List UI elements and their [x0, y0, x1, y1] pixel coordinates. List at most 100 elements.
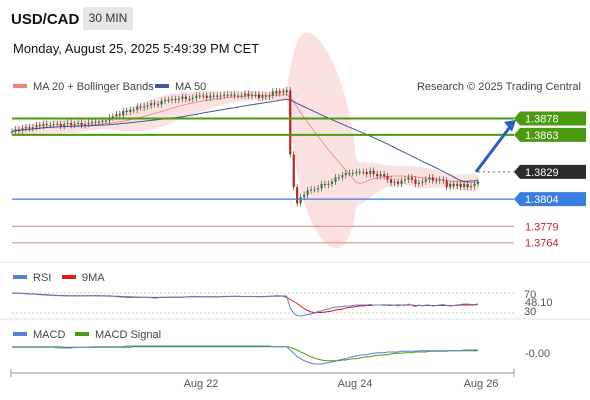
price-levels: 1.3878 1.3863 1.3829 1.3804 1.3779 1.3764 [12, 111, 586, 250]
candle-body [320, 183, 323, 189]
candle-body [421, 181, 424, 183]
candle-body [473, 183, 476, 187]
chart-header: USD/CAD 30 MIN Monday, August 25, 2025 5… [0, 0, 590, 66]
candle-body [282, 91, 285, 93]
candle-body [365, 171, 368, 175]
candle-body [244, 93, 247, 96]
candle-body [449, 183, 452, 188]
candle-body [136, 106, 139, 110]
candle-body [435, 180, 438, 182]
legend-label-macd-signal: MACD Signal [95, 329, 161, 341]
candle-body [431, 177, 434, 181]
candle-body [264, 95, 267, 97]
candle-body [115, 114, 118, 117]
candle-body [143, 106, 146, 108]
forecast-arrow [474, 125, 512, 173]
candle-body [393, 181, 396, 183]
candle-body [122, 110, 125, 116]
candle-body [94, 121, 97, 123]
candle-body [285, 90, 288, 93]
candle-body [452, 183, 455, 187]
candle-body [191, 97, 194, 99]
candle-body [306, 190, 309, 195]
candle-body [212, 95, 215, 97]
x-tick-label: Aug 26 [464, 378, 499, 390]
candle-body [164, 100, 167, 102]
candle-body [351, 173, 354, 174]
candle-body [184, 96, 187, 99]
candle-body [230, 94, 233, 96]
candle-body [104, 120, 107, 122]
candle-body [90, 121, 93, 123]
candle-body [386, 176, 389, 180]
candle-body [177, 98, 180, 100]
candle-body [310, 189, 313, 191]
candle-body [296, 187, 299, 204]
candle-body [417, 182, 420, 184]
candle-body [84, 124, 87, 126]
candle-body [198, 95, 201, 97]
macd-line [12, 345, 478, 365]
candle-body [407, 177, 410, 180]
candle-body [233, 94, 236, 96]
candle-body [477, 181, 480, 184]
candle-body [111, 116, 114, 118]
candle-body [261, 95, 264, 98]
legend-swatch-rsi [13, 275, 27, 279]
legend-swatch-macd-signal [75, 332, 89, 336]
candle-body [129, 109, 132, 112]
candle-body [337, 177, 340, 179]
level-label-1.3878: 1.3878 [525, 114, 559, 126]
credit-text: Research © 2025 Trading Central [417, 81, 581, 93]
level-tag-1.3829 [514, 164, 586, 179]
symbol-title: USD/CAD [11, 11, 80, 28]
candle-body [132, 109, 135, 111]
macd-current-label: -0.00 [525, 348, 550, 360]
forecast-arrow-head [504, 119, 516, 132]
legend-label-macd: MACD [33, 329, 65, 341]
x-tick-label: Aug 24 [338, 378, 373, 390]
rsi-y-tick-label: 70 [524, 289, 536, 301]
candle-body [77, 122, 80, 124]
candle-body [459, 183, 462, 188]
candle-body [445, 180, 448, 188]
bollinger-band-area [12, 32, 478, 249]
candle-body [150, 103, 153, 106]
candle-body [376, 174, 379, 177]
candle-body [174, 98, 177, 100]
candle-body [70, 122, 73, 126]
legend-swatch-macd [13, 332, 27, 336]
candle-body [63, 124, 66, 127]
rsi-line [11, 292, 479, 317]
candle-body [42, 124, 45, 127]
candle-body [118, 114, 121, 116]
legend-label-ma50: MA 50 [175, 81, 206, 93]
candle-body [330, 181, 333, 184]
candle-body [52, 124, 55, 126]
legend-label-bollinger: MA 20 + Bollinger Bands [33, 81, 154, 93]
candle-body [195, 95, 198, 98]
level-label-1.3804: 1.3804 [525, 194, 559, 206]
candle-body [87, 122, 90, 124]
rsi-plot [11, 292, 514, 317]
candle-body [101, 120, 104, 122]
candle-body [38, 125, 41, 127]
candle-body [250, 94, 253, 96]
level-label-1.3779: 1.3779 [525, 221, 559, 233]
candle-body [341, 175, 344, 178]
candle-body [181, 96, 184, 99]
ma50-line [11, 98, 479, 182]
timestamp: Monday, August 25, 2025 5:49:39 PM CET [13, 41, 260, 56]
rsi-legend: RSI 9MA [13, 272, 105, 284]
candle-body [80, 122, 83, 126]
candle-body [369, 170, 372, 175]
candle-body [157, 104, 160, 106]
interval-button[interactable]: 30 MIN [83, 7, 133, 30]
candle-body [254, 94, 257, 96]
candle-body [317, 188, 320, 190]
legend-label-9ma: 9MA [82, 272, 105, 284]
price-plot [11, 32, 480, 249]
candle-body [414, 179, 417, 184]
macd-signal-line [12, 346, 478, 362]
